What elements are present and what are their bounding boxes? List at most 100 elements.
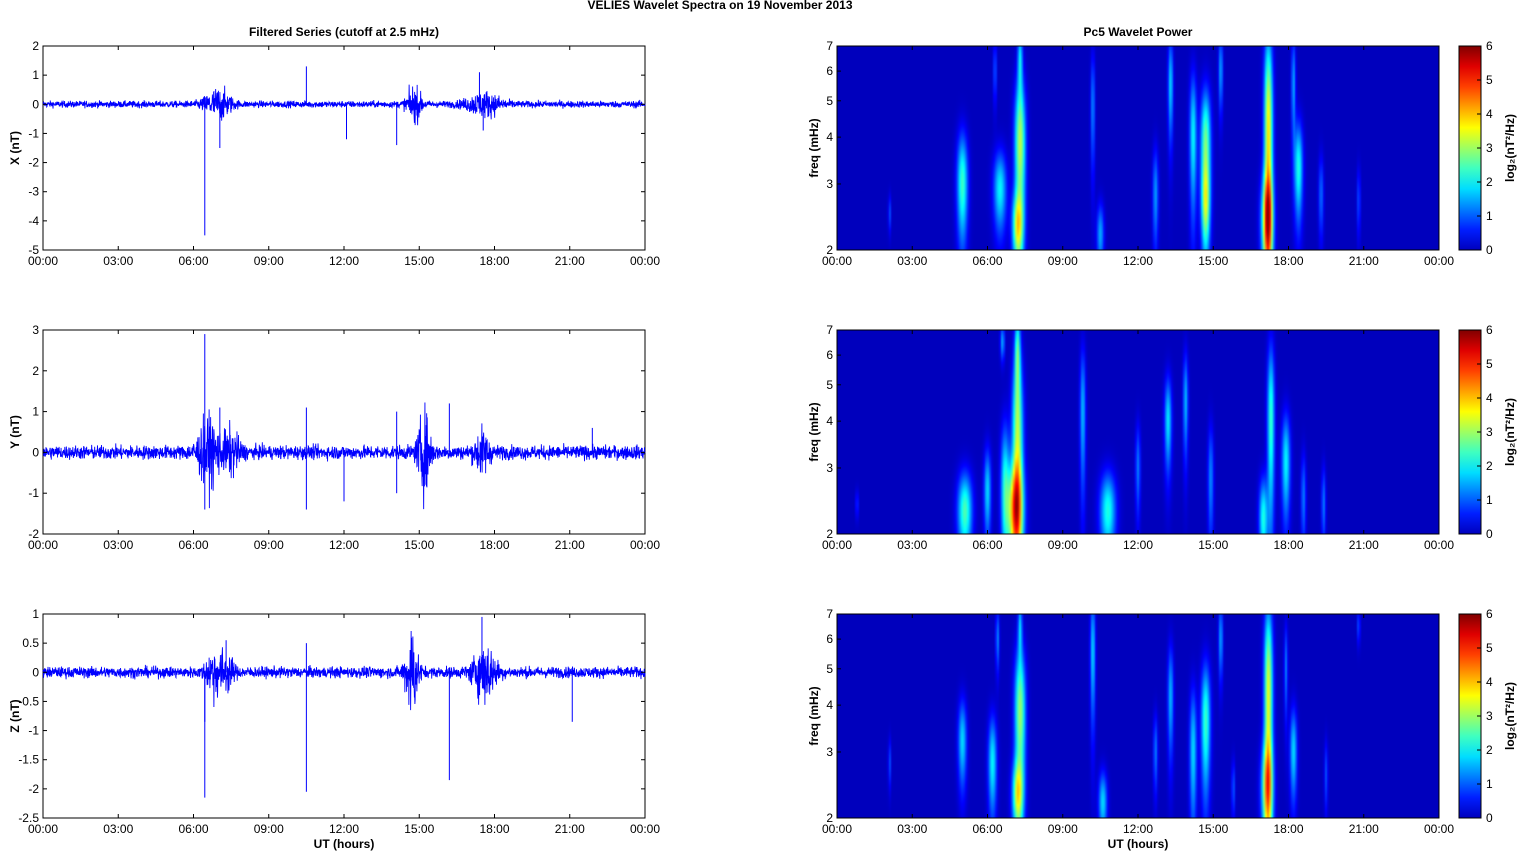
y-spectrum-colorbar-tick-label: 0: [1486, 527, 1493, 541]
z-series-ytick-label: 0: [32, 665, 39, 679]
x-spectrum-colorbar-tick-label: 4: [1486, 107, 1493, 121]
x-spectrum-xtick-label: 15:00: [1198, 254, 1228, 268]
z-spectrum-xtick-label: 00:00: [1424, 822, 1454, 836]
x-spectrum-ytick-label: 5: [826, 94, 833, 108]
x-spectrum-colorbar-tick-label: 0: [1486, 243, 1493, 257]
z-series-ytick-label: -0.5: [18, 694, 39, 708]
y-spectrum-colorbar-tick-label: 1: [1486, 493, 1493, 507]
y-spectrum-xtick-label: 06:00: [972, 538, 1002, 552]
x-series-xtick-label: 21:00: [555, 254, 585, 268]
z-spectrum-xtick-label: 18:00: [1273, 822, 1303, 836]
z-spectrum-xtick-label: 15:00: [1198, 822, 1228, 836]
y-spectrum-colorbar-tick-label: 5: [1486, 357, 1493, 371]
y-series-xtick-label: 21:00: [555, 538, 585, 552]
y-spectrum-colorbar-tick-label: 4: [1486, 391, 1493, 405]
x-spectrum-ytick-label: 2: [826, 243, 833, 257]
y-spectrum-colorbar-tick-label: 3: [1486, 425, 1493, 439]
y-spectrum-ylabel: freq (mHz): [807, 402, 821, 461]
y-spectrum-xtick-label: 12:00: [1123, 538, 1153, 552]
y-series-ytick-label: 1: [32, 405, 39, 419]
x-series-xtick-label: 00:00: [28, 254, 58, 268]
z-spectrum-xlabel: UT (hours): [1108, 837, 1169, 851]
y-spectrum-ytick-label: 2: [826, 527, 833, 541]
z-series-xtick-label: 00:00: [28, 822, 58, 836]
x-series-title: Filtered Series (cutoff at 2.5 mHz): [249, 25, 439, 39]
z-series-xtick-label: 03:00: [103, 822, 133, 836]
x-spectrum-xtick-label: 00:00: [822, 254, 852, 268]
y-series-xtick-label: 03:00: [103, 538, 133, 552]
x-series-ytick-label: -4: [28, 214, 39, 228]
x-series-xtick-label: 12:00: [329, 254, 359, 268]
y-series-ytick-label: 3: [32, 323, 39, 337]
x-spectrum-ytick-label: 4: [826, 130, 833, 144]
y-series-ytick-label: 0: [32, 445, 39, 459]
x-spectrum-xtick-label: 09:00: [1048, 254, 1078, 268]
z-spectrum-colorbar-tick-label: 4: [1486, 675, 1493, 689]
x-spectrum-xtick-label: 00:00: [1424, 254, 1454, 268]
x-series-ytick-label: 2: [32, 39, 39, 53]
z-spectrum-ytick-label: 6: [826, 632, 833, 646]
x-spectrum-colorbar-label: log₂(nT²/Hz): [1503, 114, 1517, 182]
z-spectrum-xtick-label: 12:00: [1123, 822, 1153, 836]
z-series-ylabel: Z (nT): [8, 699, 22, 732]
y-series-plot-area: [42, 329, 646, 535]
x-spectrum-title: Pc5 Wavelet Power: [1084, 25, 1193, 39]
y-series-xtick-label: 09:00: [254, 538, 284, 552]
x-spectrum-ylabel: freq (mHz): [807, 118, 821, 177]
x-spectrum-ytick-label: 3: [826, 177, 833, 191]
z-series-xtick-label: 09:00: [254, 822, 284, 836]
z-series-xtick-label: 06:00: [178, 822, 208, 836]
y-spectrum-ytick-label: 4: [826, 414, 833, 428]
x-spectrum-colorbar-tick-label: 6: [1486, 39, 1493, 53]
z-series-xtick-label: 21:00: [555, 822, 585, 836]
x-series-xtick-label: 09:00: [254, 254, 284, 268]
y-series-ytick-label: -2: [28, 527, 39, 541]
y-spectrum-colorbar-tick-label: 6: [1486, 323, 1493, 337]
y-spectrum-ytick-label: 5: [826, 378, 833, 392]
y-spectrum-ytick-label: 3: [826, 461, 833, 475]
z-spectrum-colorbar-tick-label: 6: [1486, 607, 1493, 621]
x-spectrum-xtick-label: 06:00: [972, 254, 1002, 268]
z-spectrum-colorbar-tick-label: 1: [1486, 777, 1493, 791]
z-spectrum-ytick-label: 4: [826, 698, 833, 712]
y-series-xtick-label: 00:00: [28, 538, 58, 552]
y-spectrum-xtick-label: 03:00: [897, 538, 927, 552]
y-spectrum-xtick-label: 00:00: [822, 538, 852, 552]
x-series-ytick-label: 0: [32, 97, 39, 111]
z-spectrum-colorbar-tick-label: 3: [1486, 709, 1493, 723]
x-series-xtick-label: 18:00: [479, 254, 509, 268]
y-series-ytick-label: 2: [32, 364, 39, 378]
x-spectrum-xtick-label: 18:00: [1273, 254, 1303, 268]
z-spectrum-xtick-label: 21:00: [1349, 822, 1379, 836]
y-spectrum-ytick-label: 7: [826, 323, 833, 337]
z-series-xtick-label: 00:00: [630, 822, 660, 836]
z-series-ytick-label: 1: [32, 607, 39, 621]
y-series-xtick-label: 15:00: [404, 538, 434, 552]
x-series-plot-area: [42, 45, 646, 251]
z-series-ytick-label: -1: [28, 724, 39, 738]
y-series-xtick-label: 00:00: [630, 538, 660, 552]
x-series-xtick-label: 06:00: [178, 254, 208, 268]
x-spectrum-ytick-label: 6: [826, 64, 833, 78]
y-series-xtick-label: 06:00: [178, 538, 208, 552]
x-spectrum-xtick-label: 21:00: [1349, 254, 1379, 268]
z-spectrum-xtick-label: 09:00: [1048, 822, 1078, 836]
z-spectrum-power-field: [837, 614, 1439, 818]
x-series-ytick-label: -2: [28, 156, 39, 170]
y-series-ylabel: Y (nT): [8, 415, 22, 449]
z-series-ytick-label: -2.5: [18, 811, 39, 825]
figure-title: VELIES Wavelet Spectra on 19 November 20…: [587, 0, 852, 12]
x-spectrum-colorbar-tick-label: 5: [1486, 73, 1493, 87]
z-spectrum-ytick-label: 3: [826, 745, 833, 759]
z-spectrum-xtick-label: 06:00: [972, 822, 1002, 836]
x-series-ytick-label: 1: [32, 68, 39, 82]
x-series-ytick-label: -3: [28, 185, 39, 199]
z-series-xtick-label: 12:00: [329, 822, 359, 836]
z-spectrum-colorbar-label: log₂(nT²/Hz): [1503, 682, 1517, 750]
y-series-series-line: [42, 402, 646, 510]
z-series-plot-area: [42, 613, 646, 819]
z-series-xlabel: UT (hours): [314, 837, 375, 851]
z-series-ytick-label: -1.5: [18, 753, 39, 767]
y-spectrum-ytick-label: 6: [826, 348, 833, 362]
